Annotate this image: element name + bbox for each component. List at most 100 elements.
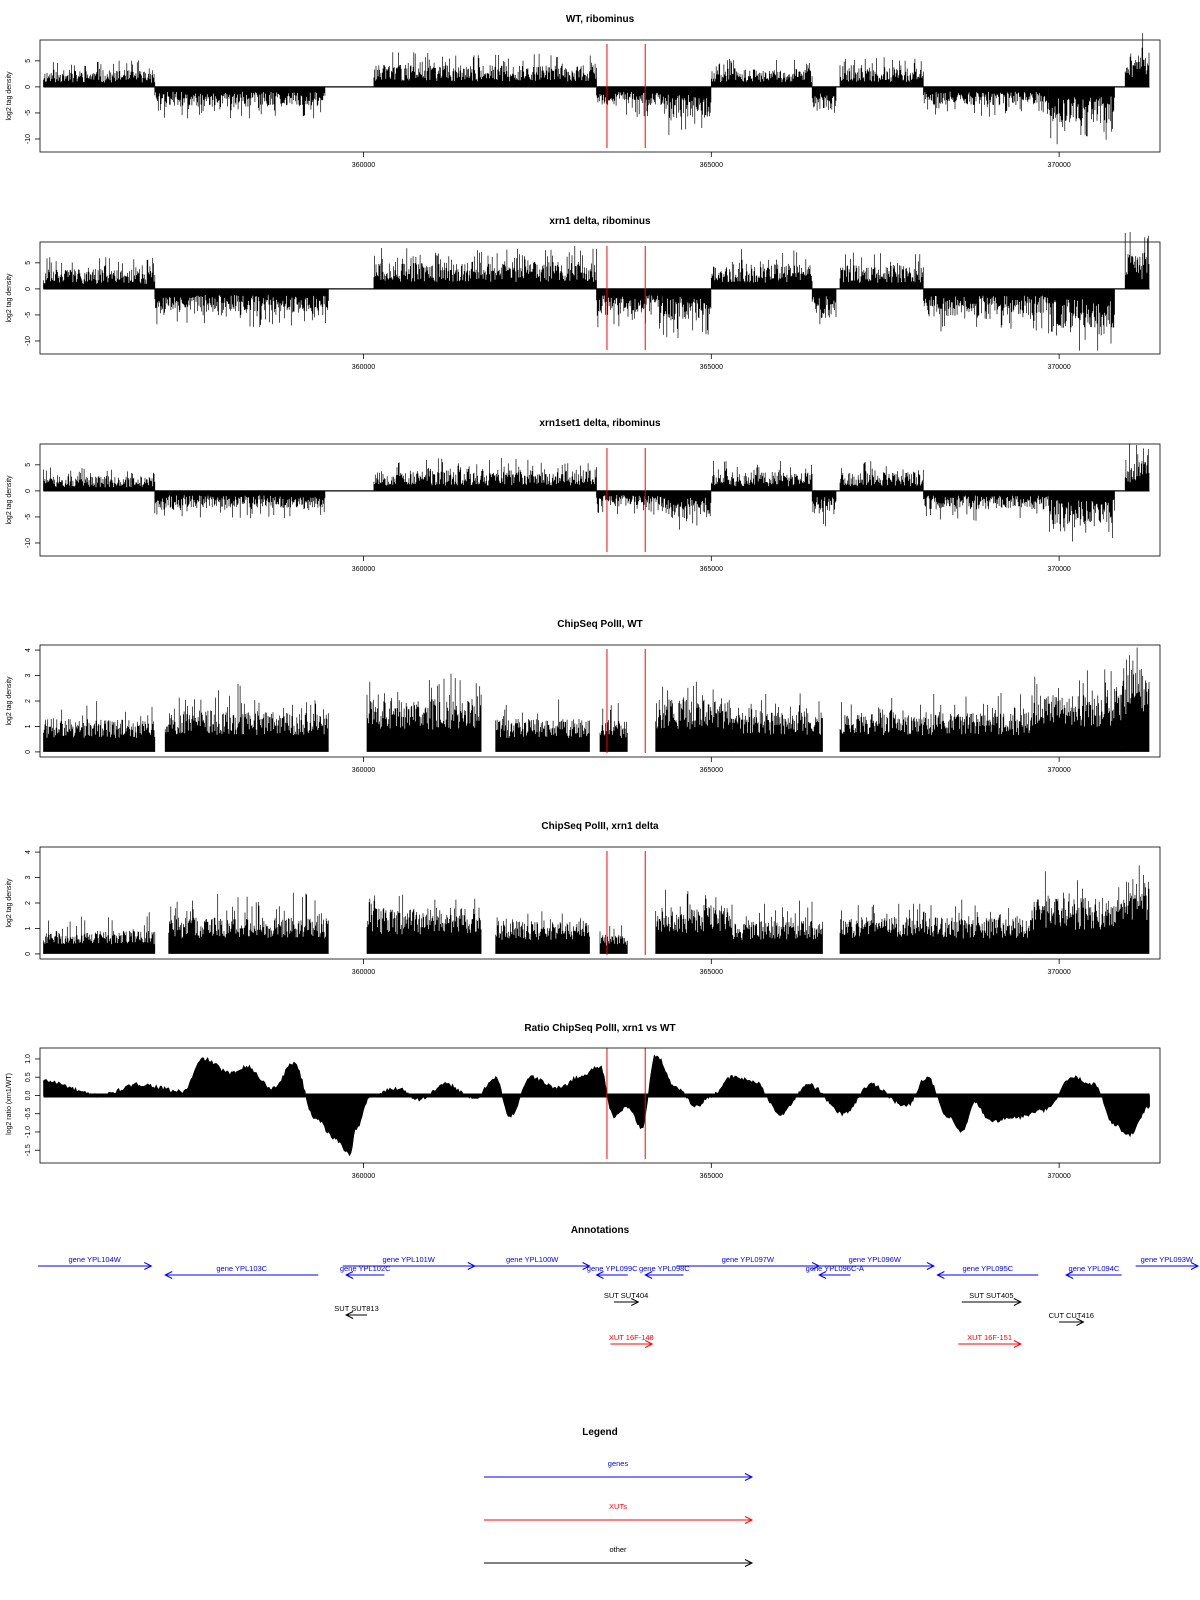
y-tick-label: 0 [25,287,32,291]
y-axis-label: log2 tag density [6,475,13,525]
panel-chipseq-wt: ChipSeq PolII, WT log2 tag density 0 1 2 3 4… [6,619,1161,774]
y-tick-label: -0.5 [25,1108,32,1120]
density-segment [168,892,329,954]
x-tick-label: 365000 [700,1173,723,1180]
density-segment [710,59,813,87]
x-tick-label: 360000 [352,969,375,976]
arrow-head [644,1271,653,1279]
feature-label: SUT SUT405 [969,1291,1013,1300]
arrow-head [1076,1318,1085,1326]
panel-wt-ribominus: WT, ribominus log2 tag density -10 -5 0 5 36… [6,14,1161,169]
density-segment [1121,647,1150,752]
plot-area: -10 -5 0 5 360000 365000 370000 [25,33,1150,169]
density-segment [731,693,823,752]
legend-label: XUTs [609,1502,627,1511]
density-segment [154,288,329,327]
panel-title: WT, ribominus [566,14,635,25]
gene-feature: gene YPL100W [474,1255,591,1270]
legend-title: Legend [582,1427,618,1438]
arrow-head [818,1271,827,1279]
y-axis-label: log2 tag density [6,676,13,726]
y-tick-label: 0 [25,750,32,754]
density-segment [1048,288,1115,351]
arrow-head [1190,1262,1200,1270]
density-segment [839,693,1032,752]
y-axis-label: log2 tag density [6,273,13,323]
y-tick-label: 4 [25,648,32,652]
density-segment [1124,232,1150,289]
legend: Legend genes XUTs other [484,1427,754,1567]
gene-feature: gene YPL094C [1064,1264,1122,1279]
y-axis-label: log2 tag density [6,71,13,121]
arrow-head [595,1271,604,1279]
arrow-head [631,1298,640,1306]
other-feature: CUT CUT416 [1049,1311,1094,1326]
arrow-head [582,1262,591,1270]
panel-title: xrn1 delta, ribominus [549,216,651,227]
density-segment [731,900,823,954]
gene-feature: gene YPL095C [936,1264,1039,1279]
arrow-head [164,1271,173,1279]
gene-feature: gene YPL098C [639,1264,690,1279]
density-segment [43,60,156,87]
density-segment [373,52,597,87]
density-segment [1030,871,1122,954]
y-tick-label: 5 [25,463,32,467]
y-tick-label: 3 [25,673,32,677]
x-tick-label: 365000 [700,566,723,573]
other-feature: SUT SUT404 [604,1291,648,1306]
plot-area: 0 1 2 3 4 360000 365000 370000 [25,850,1150,976]
y-tick-label: 0 [25,489,32,493]
x-tick-label: 360000 [352,767,375,774]
y-tick-label: 5 [25,261,32,265]
x-tick-label: 360000 [352,364,375,371]
feature-label: SUT SUT813 [334,1304,378,1313]
plot-frame [39,846,1161,960]
feature-label: SUT SUT404 [604,1291,648,1300]
legend-entry: genes [484,1459,754,1481]
arrow-head [1064,1271,1074,1279]
x-tick-label: 370000 [1047,162,1070,169]
panel-ratio: Ratio ChipSeq PolII, xrn1 vs WT log2 rat… [6,1023,1161,1180]
feature-label: gene YPL093W [1141,1255,1194,1264]
density-segment [154,86,326,119]
density-segment [596,288,663,329]
y-tick-label: -5 [25,514,32,520]
feature-label: gene YPL104W [68,1255,121,1264]
gene-feature: gene YPL099C [587,1264,638,1279]
y-tick-label: 0 [25,952,32,956]
plot-frame [39,39,1161,153]
legend-entry: XUTs [484,1502,754,1524]
density-segment [1124,33,1150,87]
density-segment [662,86,712,135]
density-segment [599,703,628,752]
feature-label: gene YPL101W [382,1255,435,1264]
density-segment [923,86,1049,117]
xut-feature: XUT 16F-148 [609,1333,654,1348]
annotations-panel: Annotations gene YPL104W gene YPL103C gene… [38,1225,1200,1348]
density-segment [495,911,590,954]
plot-area: -10 -5 0 5 360000 365000 370000 [25,443,1150,573]
feature-label: gene YPL099C [587,1264,638,1273]
plot-frame [39,241,1161,355]
gene-feature: gene YPL093W [1135,1255,1200,1270]
feature-label: gene YPL096C-A [806,1264,864,1273]
legend-arrow [744,1473,754,1481]
arrow-head [926,1262,936,1270]
other-feature: SUT SUT405 [961,1291,1022,1306]
arrow-head [344,1311,354,1319]
y-axis-label: log2 ratio (xrn1/WT) [6,1073,13,1135]
plot-frame [39,644,1161,758]
y-tick-label: -5 [25,312,32,318]
arrow-head [1013,1298,1022,1306]
density-segment [1121,865,1150,954]
panel-title: xrn1set1 delta, ribominus [539,418,661,429]
density-segment [373,457,597,491]
density-segment [366,673,482,752]
y-tick-label: -1.5 [25,1144,32,1156]
feature-label: gene YPL097W [722,1255,775,1264]
legend-entry: other [484,1545,754,1567]
density-segment [839,899,1032,954]
panel-chipseq-xrn1: ChipSeq PolII, xrn1 delta log2 tag densi… [6,821,1161,976]
density-segment [1030,669,1122,752]
